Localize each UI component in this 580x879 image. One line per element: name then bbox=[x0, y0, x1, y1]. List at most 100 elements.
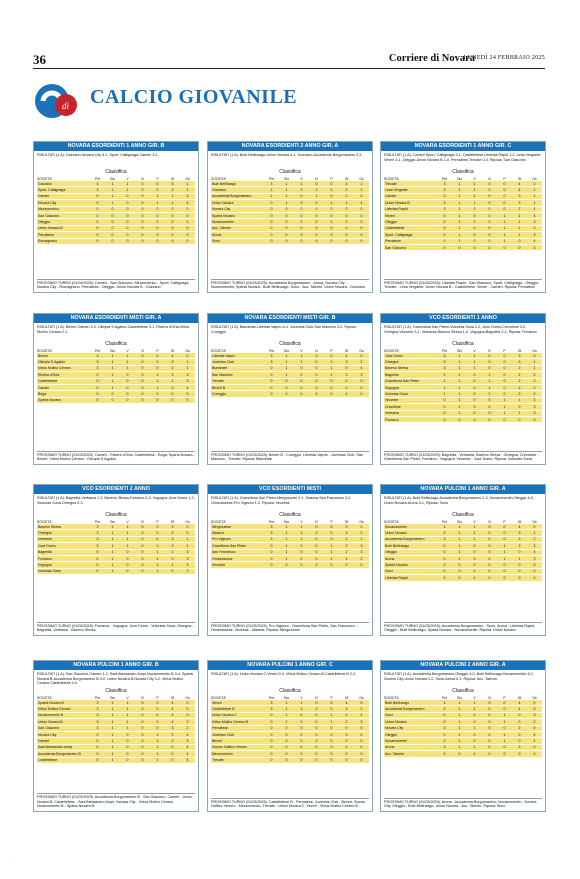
table-row: Libertas Rapid 3 1 1 0 0 2 1 bbox=[384, 206, 542, 213]
table-cell: 0 bbox=[309, 358, 324, 366]
table-cell: Castelletese B bbox=[211, 705, 264, 713]
table-cell: Omegna bbox=[37, 529, 90, 537]
table-cell: 3 bbox=[180, 561, 195, 569]
table-cell: 0 bbox=[437, 574, 452, 582]
table-cell: 0 bbox=[135, 193, 150, 201]
table-cell: Novara City bbox=[384, 725, 437, 732]
standings-panel: VCO ESORDIENTI MISTI RISULTATI (1 A): Gra… bbox=[207, 484, 373, 636]
table-cell: 1 bbox=[324, 549, 339, 556]
table-cell: 0 bbox=[324, 731, 339, 739]
table-row: Trecate 0 0 0 0 0 0 0 bbox=[211, 757, 369, 764]
standings-table: SOCIETA' Pnt Gio V N P Gf Gs Gozzano 3 1 1 0 0 6 1 Sport… bbox=[37, 176, 195, 245]
table-row: Trecate 0 0 0 0 0 0 0 bbox=[211, 378, 369, 385]
table-row: Mezzomerico 0 0 0 0 0 0 0 bbox=[37, 206, 195, 213]
table-cell: 0 bbox=[105, 238, 120, 245]
table-row: Sant'Alessandro Arepi 0 1 0 0 1 0 4 bbox=[37, 744, 195, 752]
table-cell: 0 bbox=[324, 536, 339, 544]
table-cell: 0 bbox=[339, 750, 354, 758]
table-cell: 1 bbox=[279, 358, 294, 366]
table-cell: 0 bbox=[482, 397, 497, 405]
table-row: Novara City 0 1 0 0 1 1 6 bbox=[37, 199, 195, 207]
table-cell: 1 bbox=[309, 193, 324, 201]
table-cell: 0 bbox=[497, 199, 512, 207]
table-cell: 0 bbox=[120, 549, 135, 556]
column-header: Gio bbox=[456, 348, 463, 353]
table-cell: 0 bbox=[354, 231, 369, 239]
table-row: Virtus Mulino Cerano 3 1 1 0 0 4 0 bbox=[37, 705, 195, 713]
table-cell: 0 bbox=[135, 225, 150, 233]
table-cell: 3 bbox=[180, 737, 195, 745]
table-header-row: SOCIETA' Pnt Gio V N P Gf Gs bbox=[384, 176, 542, 181]
table-cell: 0 bbox=[339, 238, 354, 245]
table-cell: 0 bbox=[294, 390, 309, 398]
table-cell: 0 bbox=[90, 238, 105, 245]
table-cell: 1 bbox=[452, 725, 467, 732]
table-cell: 0 bbox=[150, 718, 165, 726]
table-cell: 0 bbox=[120, 371, 135, 379]
table-cell: 0 bbox=[324, 181, 339, 188]
table-cell: 0 bbox=[437, 397, 452, 405]
table-cell: 0 bbox=[354, 353, 369, 360]
table-cell: 0 bbox=[264, 750, 279, 758]
classifica-label: Classifica bbox=[279, 688, 301, 694]
table-cell: 0 bbox=[264, 225, 279, 233]
table-cell: Veveri bbox=[211, 700, 264, 707]
table-cell: Sparta Novara bbox=[211, 212, 264, 220]
column-header: SOCIETA' bbox=[384, 695, 400, 700]
table-cell: 0 bbox=[309, 238, 324, 245]
table-cell: 0 bbox=[437, 403, 452, 411]
table-cell: Suno bbox=[384, 568, 437, 576]
table-cell: 0 bbox=[527, 353, 542, 360]
table-row: Virtus Mulino Cerano 3 1 1 0 0 2 1 bbox=[37, 365, 195, 373]
standings-table: SOCIETA' Pnt Gio V N P Gf Gs Beveri 3 1 1 0 0 4 0 Olimpi… bbox=[37, 348, 195, 405]
standings-table: SOCIETA' Pnt Gio V N P Gf Gs Trecate 3 1 1 0 0 4 0 Lesa … bbox=[384, 176, 542, 252]
table-cell: 0 bbox=[150, 225, 165, 233]
column-header: P bbox=[330, 348, 333, 353]
table-cell: 3 bbox=[437, 705, 452, 713]
column-header: Gs bbox=[359, 176, 364, 181]
table-row: Vezzese 0 1 0 0 1 1 3 bbox=[384, 397, 542, 405]
table-cell: Arona bbox=[211, 231, 264, 239]
table-cell: Cameri bbox=[37, 193, 90, 201]
table-cell: 0 bbox=[324, 212, 339, 220]
table-cell: 0 bbox=[264, 561, 279, 569]
table-row: Cureggio 0 0 0 0 0 0 0 bbox=[211, 390, 369, 398]
table-cell: 4 bbox=[354, 712, 369, 720]
table-cell: 0 bbox=[180, 390, 195, 398]
column-header: Gf bbox=[517, 176, 522, 181]
table-row: Fomarco 0 1 0 0 1 0 3 bbox=[37, 555, 195, 563]
table-cell: 3 bbox=[512, 358, 527, 366]
table-cell: 0 bbox=[452, 568, 467, 576]
table-cell: 0 bbox=[165, 231, 180, 239]
table-cell: 1 bbox=[279, 555, 294, 563]
table-row: Gravellona San Pietro 0 1 0 0 1 2 3 bbox=[211, 542, 369, 550]
table-cell: 0 bbox=[339, 378, 354, 385]
table-cell: Verbania bbox=[37, 536, 90, 544]
table-cell: 1 bbox=[354, 536, 369, 544]
next-round-text: PROSSIMO TURNO (01/03/2025): Accademia B… bbox=[384, 621, 542, 633]
table-cell: Oleggio bbox=[37, 218, 90, 226]
table-cell: 0 bbox=[354, 390, 369, 398]
table-cell: 0 bbox=[264, 737, 279, 745]
table-cell: 1 bbox=[180, 181, 195, 188]
table-cell: 0 bbox=[497, 390, 512, 398]
table-cell: 2 bbox=[354, 524, 369, 531]
table-cell: 0 bbox=[150, 390, 165, 398]
table-cell: 3 bbox=[165, 358, 180, 366]
table-cell: 0 bbox=[354, 238, 369, 245]
table-cell: 3 bbox=[165, 529, 180, 537]
table-cell: 1 bbox=[105, 750, 120, 758]
table-cell: 1 bbox=[279, 705, 294, 713]
table-cell: 0 bbox=[105, 390, 120, 398]
table-cell: 1 bbox=[452, 353, 467, 360]
table-cell: 1 bbox=[324, 371, 339, 379]
table-cell: Union Novara bbox=[384, 718, 437, 726]
table-cell: 1 bbox=[467, 199, 482, 207]
table-cell: 3 bbox=[90, 358, 105, 366]
table-cell: 0 bbox=[294, 561, 309, 569]
table-header-row: SOCIETA' Pnt Gio V N P Gf Gs bbox=[37, 519, 195, 524]
column-header: Pnt bbox=[441, 519, 448, 524]
table-cell: 0 bbox=[324, 725, 339, 732]
table-cell: Accademia Borgomanero bbox=[211, 193, 264, 201]
